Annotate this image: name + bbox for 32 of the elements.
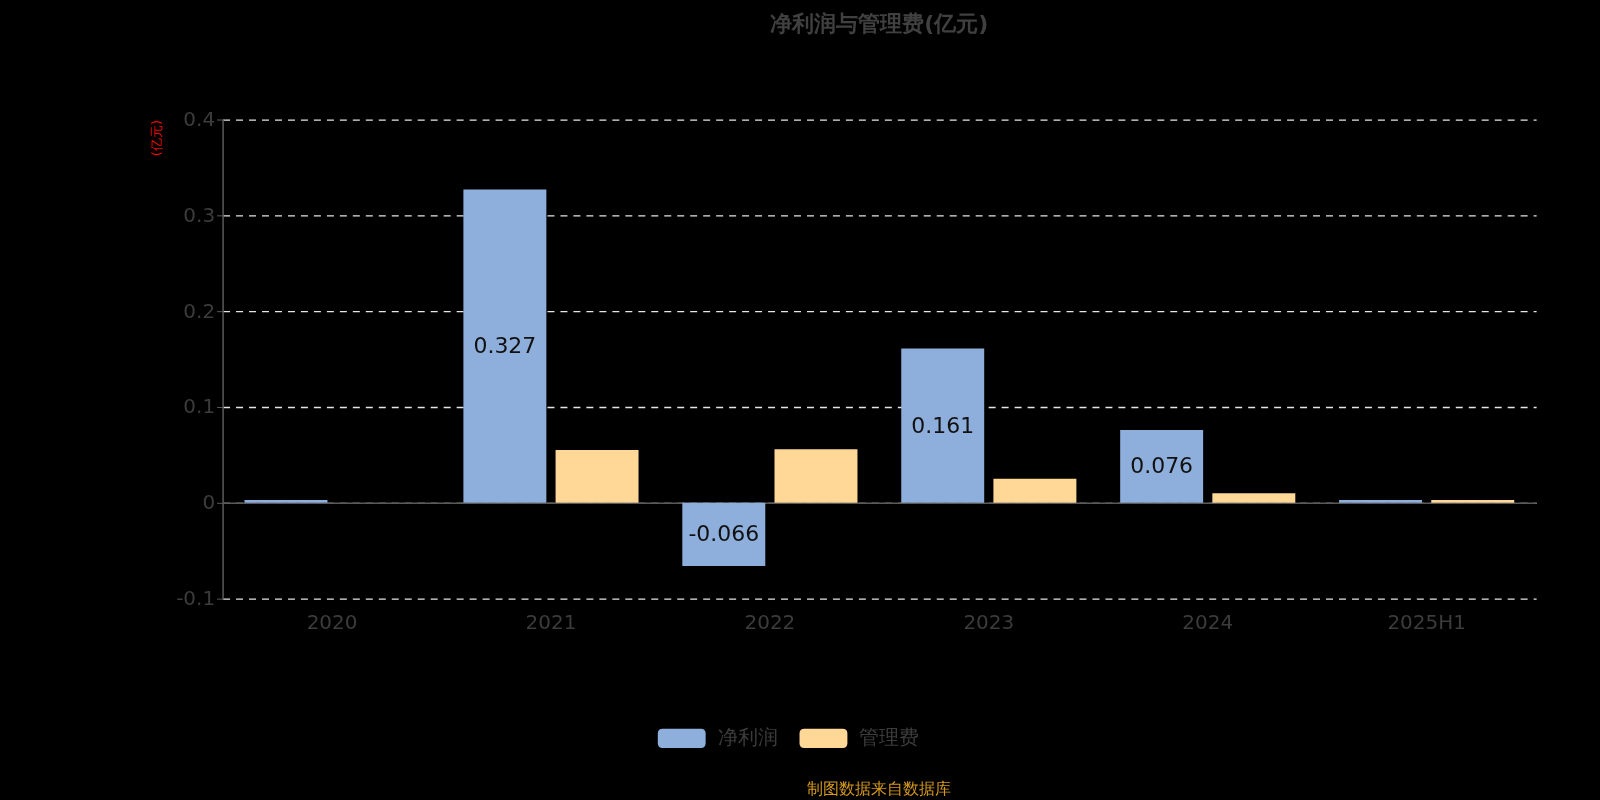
bar (682, 502, 766, 567)
data-label: 0.327 (473, 333, 537, 359)
y-tick-label: -0.1 (176, 586, 216, 611)
legend-label: 管理费 (859, 725, 920, 750)
chart-title: 净利润与管理费(亿元) (770, 10, 989, 36)
x-tick-label: 2023 (963, 610, 1015, 635)
x-tick-label: 2025H1 (1387, 610, 1466, 635)
bar (774, 449, 858, 503)
x-tick-label: 2020 (306, 610, 358, 635)
bar (244, 499, 328, 503)
x-tick-label: 2022 (744, 610, 796, 635)
y-tick-label: 0.4 (183, 107, 216, 132)
y-tick-label: 0.2 (183, 298, 216, 323)
data-label: -0.066 (688, 521, 760, 547)
legend-label: 净利润 (717, 725, 778, 750)
data-label: 0.076 (1130, 453, 1194, 479)
bar (1431, 499, 1515, 503)
y-axis-title: (亿元) (149, 120, 165, 157)
y-tick-label: 0.1 (183, 394, 216, 419)
y-tick-label: 0.3 (183, 202, 216, 227)
x-tick-label: 2021 (525, 610, 577, 635)
y-tick-label: 0 (202, 490, 216, 515)
data-label: 0.161 (911, 412, 975, 438)
bar (555, 450, 639, 503)
x-tick-label: 2024 (1182, 610, 1234, 635)
bar (463, 189, 547, 503)
bar (1339, 499, 1423, 503)
bar (1212, 493, 1296, 503)
text: 制图数据来自数据库 (807, 779, 952, 799)
bar (1120, 429, 1204, 503)
bar (901, 348, 985, 503)
bar (993, 478, 1077, 503)
